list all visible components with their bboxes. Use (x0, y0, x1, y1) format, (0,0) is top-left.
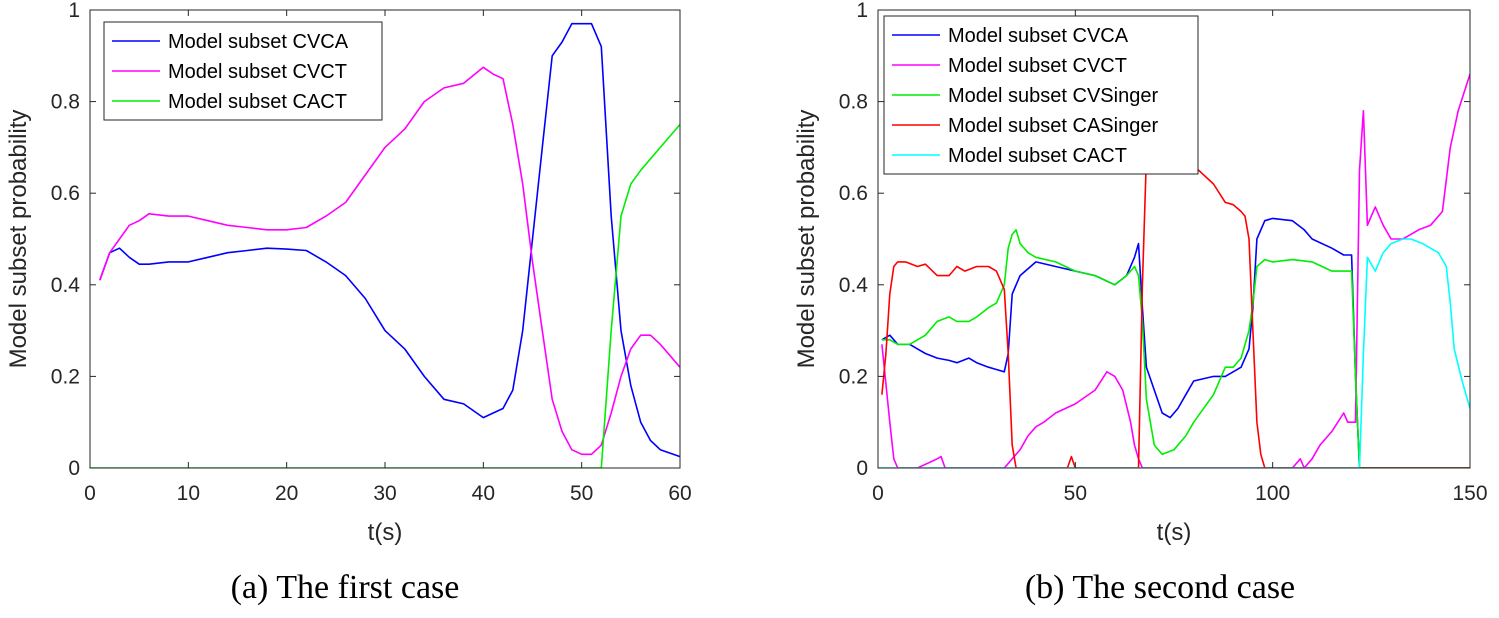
series-group (878, 73, 1470, 468)
legend: Model subset CVCA Model subset CVCT Model … (883, 15, 1199, 175)
y-tick-label: 0.6 (839, 182, 868, 205)
x-tick-label: 50 (570, 482, 593, 505)
x-axis-title: t(s) (1157, 519, 1192, 546)
y-tick-label: 0 (856, 457, 868, 480)
x-tick-label: 150 (1452, 482, 1487, 505)
series-line-3 (90, 123, 680, 468)
y-tick-label: 1 (856, 0, 868, 22)
legend: Model subset CVCA Model subset CVCT Model … (103, 21, 383, 121)
legend-label: Model subset CACT (948, 145, 1127, 167)
y-tick-label: 0 (68, 457, 80, 480)
legend-label: Model subset CVCT (168, 61, 347, 83)
x-tick-label: 60 (668, 482, 691, 505)
x-tick-label: 100 (1255, 482, 1290, 505)
x-tick-label: 40 (472, 482, 495, 505)
y-tick-label: 0.4 (839, 274, 869, 297)
legend-label: Model subset CVCT (948, 55, 1127, 77)
series-line-5 (878, 238, 1470, 468)
x-tick-label: 20 (275, 482, 298, 505)
y-tick-label: 0.2 (51, 365, 80, 388)
chart-panel-1: 0 10 20 30 40 50 60 0 0.2 0.4 0.6 0.8 1 t(s) Model sub… (5, 0, 692, 606)
chart-panel-2: 0 50 100 150 0 0.2 0.4 0.6 0.8 1 t(s) Model subset … (793, 0, 1488, 606)
y-axis-title: Model subset probability (793, 110, 820, 369)
series-line-1 (99, 22, 680, 458)
y-tick-label: 0.6 (51, 182, 80, 205)
x-tick-label: 10 (177, 482, 200, 505)
y-tick-label: 0.4 (51, 274, 81, 297)
series-line-2 (881, 73, 1470, 468)
x-tick-label: 30 (373, 482, 396, 505)
legend-label: Model subset CVCA (168, 31, 349, 53)
legend-label: Model subset CACT (168, 91, 347, 113)
figure-caption: (a) The first case (231, 569, 460, 606)
x-tick-label: 0 (872, 482, 884, 505)
x-tick-label: 50 (1064, 482, 1087, 505)
y-tick-label: 0.2 (839, 365, 868, 388)
x-tick-label: 0 (84, 482, 96, 505)
y-tick-label: 0.8 (51, 91, 80, 114)
y-tick-label: 1 (68, 0, 80, 22)
series-group (90, 22, 680, 468)
figure-caption: (b) The second case (1025, 569, 1295, 606)
legend-label: Model subset CVCA (948, 25, 1129, 47)
y-tick-label: 0.8 (839, 91, 868, 114)
y-axis-title: Model subset probability (5, 110, 32, 369)
series-line-4 (881, 151, 1470, 468)
series-line-3 (881, 229, 1470, 468)
axes-box (877, 9, 1471, 469)
x-axis-title: t(s) (368, 519, 403, 546)
legend-label: Model subset CASinger (948, 115, 1158, 137)
legend-label: Model subset CVSinger (948, 85, 1158, 107)
